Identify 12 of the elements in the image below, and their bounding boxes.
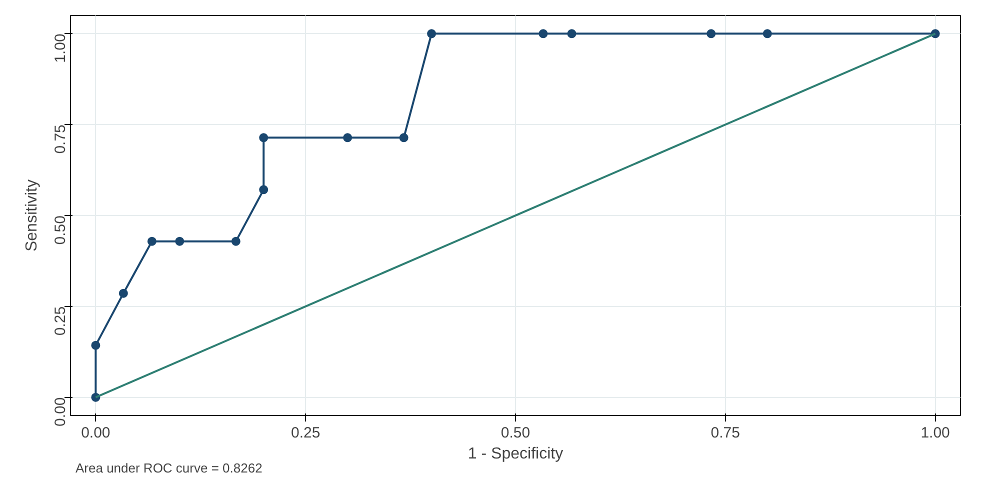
x-tick-label: 0.50 (500, 424, 530, 442)
x-tick-label: 0.00 (81, 424, 110, 442)
y-axis-title: Sensitivity (24, 179, 40, 252)
x-axis-title: 1 - Specificity (468, 446, 564, 462)
x-tick-label: 0.25 (290, 424, 320, 442)
y-tick-label: 0.75 (52, 124, 69, 154)
x-tick-label: 0.75 (710, 424, 740, 442)
text: Area under ROC curve = 0.8262 (76, 460, 262, 476)
y-tick-label: 1.00 (52, 34, 69, 63)
y-tick-label: 0.25 (52, 306, 69, 336)
y-tick-label: 0.50 (52, 215, 69, 245)
x-tick-label: 1.00 (920, 424, 950, 442)
